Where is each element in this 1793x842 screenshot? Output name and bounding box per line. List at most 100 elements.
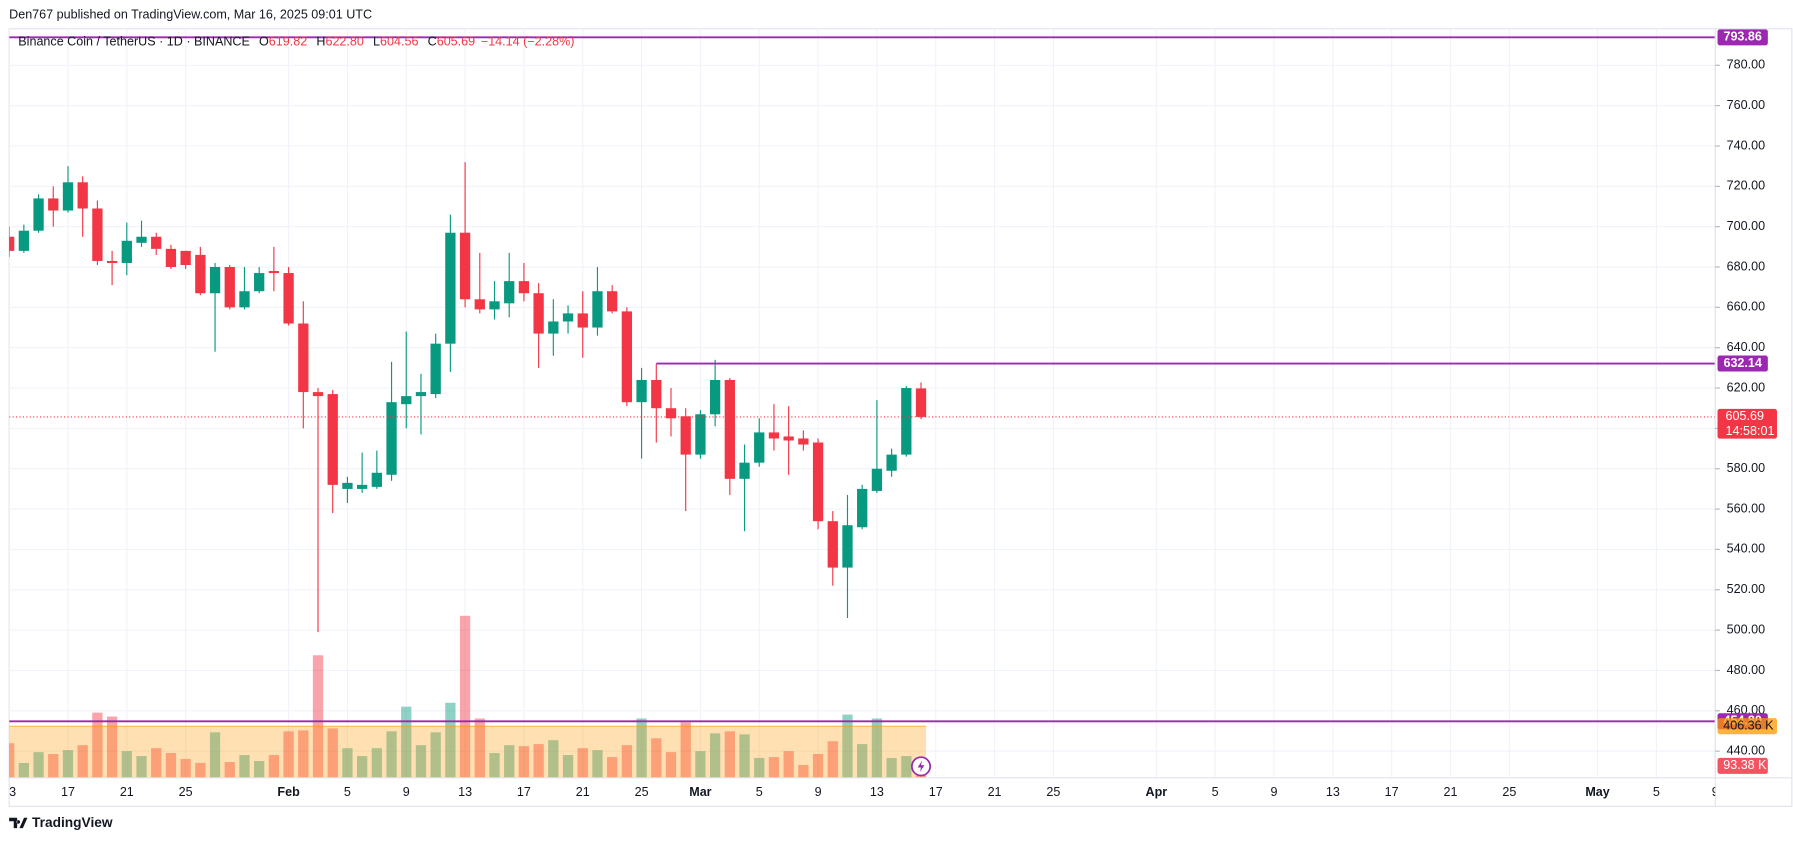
x-tick-label: 9 (403, 785, 410, 799)
countdown-label: 14:58:01 (1726, 424, 1775, 438)
y-tick-label: 560.00 (1727, 501, 1765, 515)
volume-bar (621, 745, 633, 778)
volume-bar (9, 743, 15, 778)
y-tick-label: 500.00 (1727, 622, 1765, 636)
y-tick-label: 780.00 (1727, 58, 1765, 72)
y-tick-label: 480.00 (1727, 663, 1765, 677)
event-icon (917, 760, 925, 773)
volume-bar (254, 761, 265, 778)
candle-body (827, 521, 838, 568)
volume-bar (592, 750, 603, 778)
candle-body (209, 267, 221, 294)
legend-key: H (316, 35, 325, 49)
last-volume-label: 93.38 K (1723, 758, 1767, 772)
volume-bar (548, 740, 559, 778)
candle-body (371, 472, 382, 487)
candle-body (518, 281, 530, 294)
candle-body (621, 311, 633, 403)
candle-body (386, 402, 397, 475)
last-volume-box (1717, 757, 1768, 774)
y-tick-label: 520.00 (1727, 582, 1765, 596)
x-tick-label: 13 (2, 785, 16, 799)
candle-body (871, 468, 883, 491)
y-tick-label: 640.00 (1727, 340, 1765, 354)
volume-ma-box (1717, 718, 1777, 735)
candle-body (33, 198, 44, 231)
volume-bar (92, 712, 103, 778)
x-tick-label: 13 (870, 785, 884, 799)
candle-body (224, 267, 235, 308)
y-tick-label: 660.00 (1727, 300, 1765, 314)
x-tick-label: 9 (1271, 785, 1278, 799)
candle-body (195, 254, 206, 294)
candle-body (724, 379, 735, 479)
x-tick-label: 5 (756, 785, 763, 799)
volume-bar (356, 756, 368, 778)
volume-bar (342, 748, 353, 778)
candle-body (842, 525, 853, 568)
candle-body (665, 408, 677, 419)
x-tick-label: 5 (344, 785, 351, 799)
candle-body (430, 343, 441, 395)
y-tick-label: 620.00 (1727, 380, 1765, 394)
volume-bar (430, 732, 441, 778)
candle-body (812, 442, 824, 522)
last-price-box (1717, 408, 1777, 439)
volume-bar (871, 718, 883, 778)
candle-body (592, 291, 603, 328)
candle-body (415, 392, 427, 397)
candle-body (268, 271, 280, 274)
x-tick-label: 5 (1212, 785, 1219, 799)
candle-body (504, 281, 515, 304)
y-tick-label: 680.00 (1727, 259, 1765, 273)
x-tick-label: 21 (1444, 785, 1458, 799)
published-note: Den767 published on TradingView.com, Mar… (9, 7, 372, 21)
candle-body (48, 198, 59, 211)
legend-change: −14.14 (−2.28%) (481, 35, 575, 49)
candle-body (283, 273, 294, 324)
legend-value: 622.80 (325, 35, 363, 49)
y-tick-label: 580.00 (1727, 461, 1765, 475)
volume-bar (798, 764, 809, 778)
volume-bar (562, 755, 574, 778)
candle-body (165, 248, 177, 268)
logo-text: TradingView (32, 815, 113, 830)
level-label: 793.86 (1723, 30, 1761, 44)
y-tick-label: 440.00 (1727, 743, 1765, 757)
candle-body (298, 323, 309, 393)
candle-body (548, 321, 559, 334)
volume-bar (607, 757, 618, 778)
x-tick-label: 9 (815, 785, 822, 799)
x-tick-label: 17 (1385, 785, 1399, 799)
x-tick-label: 21 (576, 785, 590, 799)
level-label-box (1717, 29, 1768, 46)
x-tick-label: 25 (179, 785, 193, 799)
x-tick-label: 25 (635, 785, 649, 799)
candle-body (577, 313, 588, 328)
volume-bar (901, 756, 912, 778)
candle-body (709, 379, 721, 415)
candle-body (327, 394, 338, 485)
level-label: 632.14 (1723, 356, 1761, 370)
volume-bar (165, 753, 177, 778)
candle-body (254, 273, 265, 292)
x-tick-label: Apr (1146, 785, 1168, 799)
y-tick-label: 740.00 (1727, 138, 1765, 152)
candle-body (754, 432, 765, 463)
logo-mark (9, 817, 28, 829)
volume-bar (327, 728, 338, 778)
legend-symbol: Binance Coin / TetherUS · 1D · BINANCE (18, 35, 250, 49)
candle-body (607, 291, 618, 312)
candle-body (680, 416, 691, 455)
y-tick-label: 540.00 (1727, 542, 1765, 556)
candle-body (401, 396, 412, 405)
x-tick-label: 17 (517, 785, 531, 799)
candle-body (489, 301, 500, 310)
volume-bar (636, 718, 647, 778)
volume-bar (857, 744, 868, 778)
logo: TradingView (9, 815, 113, 830)
volume-bar (886, 757, 897, 778)
candle-body (695, 414, 706, 455)
volume-bar (401, 706, 412, 778)
